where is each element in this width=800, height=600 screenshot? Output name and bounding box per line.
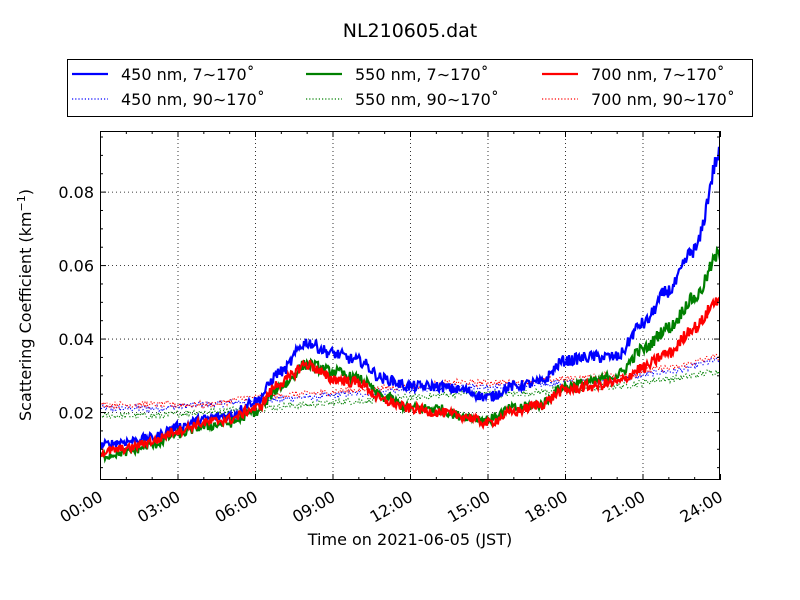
x-tick-label: 12:00 (367, 487, 416, 527)
x-tick-label: 24:00 (677, 487, 726, 527)
series-line (100, 296, 720, 459)
y-tick-label: 0.02 (58, 404, 94, 423)
y-tick-label: 0.04 (58, 330, 94, 349)
legend-label: 700 nm, 7∼170˚ (591, 65, 725, 84)
plot-area: 00:00 03:00 06:00 09:00 12:00 15:00 18:00 21:00… (57, 131, 726, 527)
legend-label: 700 nm, 90∼170˚ (591, 90, 735, 109)
x-tick-label: 21:00 (599, 487, 648, 527)
chart-title: NL210605.dat (343, 20, 478, 42)
y-axis-label: Scattering Coefficient (km−1) (15, 189, 35, 421)
x-tick-label: 06:00 (212, 487, 261, 527)
legend-label: 550 nm, 90∼170˚ (355, 90, 499, 109)
legend: 450 nm, 7∼170˚ 450 nm, 90∼170˚ 550 nm, 7∼1… (67, 59, 753, 117)
y-tick-label: 0.06 (58, 257, 94, 276)
x-tick-label: 09:00 (289, 487, 338, 527)
x-tick-label: 03:00 (134, 487, 183, 527)
y-tick-label: 0.08 (58, 183, 94, 202)
x-axis-label: Time on 2021-06-05 (JST) (307, 530, 512, 549)
series-line (100, 146, 720, 450)
legend-box (67, 59, 753, 117)
series-line (100, 353, 720, 410)
x-tick-label: 15:00 (444, 487, 493, 527)
legend-label: 450 nm, 7∼170˚ (121, 65, 255, 84)
x-tick-label: 18:00 (522, 487, 571, 527)
x-tick-label: 00:00 (57, 487, 106, 527)
series-line (100, 368, 720, 420)
legend-label: 550 nm, 7∼170˚ (355, 65, 489, 84)
legend-label: 450 nm, 90∼170˚ (121, 90, 265, 109)
